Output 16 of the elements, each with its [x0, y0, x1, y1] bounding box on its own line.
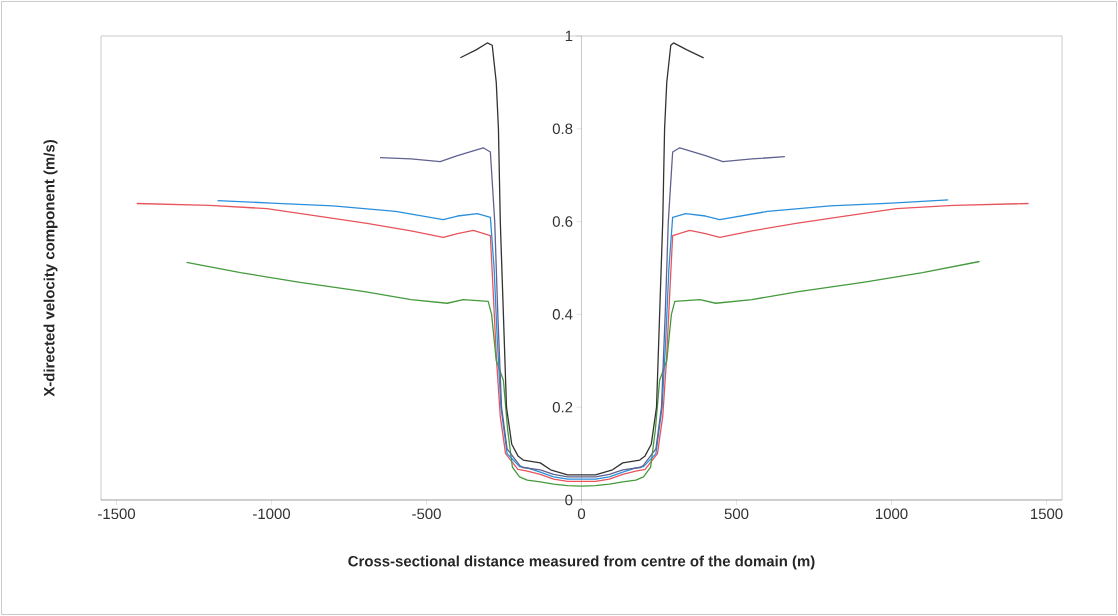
y-tick-label: 0.2: [552, 401, 573, 413]
line-series: [185, 260, 981, 487]
x-tick-label: -1500: [98, 508, 136, 520]
x-axis-title: Cross-sectional distance measured from centre of the domain (m): [348, 555, 815, 570]
y-tick-label: 0: [565, 494, 573, 506]
y-tick-label: 0.4: [552, 309, 573, 320]
y-tick-label: 0.8: [552, 123, 573, 135]
x-tick-label: -1000: [253, 508, 291, 520]
y-axis-title: X-directed velocity component (m/s): [43, 140, 58, 397]
y-tick-label: 1: [565, 30, 573, 42]
x-tick-label: 1000: [876, 508, 908, 520]
y-tick-label: 0.6: [552, 216, 573, 227]
x-tick-label: 1500: [1031, 508, 1063, 520]
x-tick-label: -500: [412, 508, 441, 520]
x-tick-label: 500: [724, 508, 749, 520]
x-tick-label: 0: [577, 508, 586, 520]
